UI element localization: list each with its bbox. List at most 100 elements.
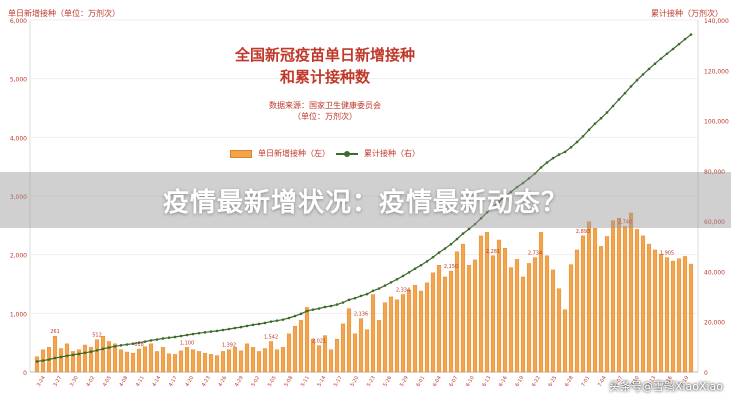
bar [202,353,208,373]
bar [448,270,454,373]
data-label: 2,150 [444,264,458,270]
cumulative-point [191,332,195,336]
cumulative-point [263,321,267,325]
cumulative-point [335,303,339,306]
x-tick-label: 5-14 [316,375,327,388]
bar [472,259,478,373]
bar [238,350,244,373]
bar [70,351,76,373]
cumulative-point [617,98,621,101]
right-tick-label: 0 [704,370,708,377]
data-label: 2,734 [528,251,542,257]
bar [658,253,664,373]
legend-item-daily: 单日新增接种（左） [258,149,330,158]
cumulative-point [587,128,591,132]
left-tick-label: 1,000 [10,311,27,318]
bar [400,294,406,373]
cumulative-point [443,247,447,250]
cumulative-point [383,284,387,287]
x-tick-label: 7-01 [580,375,591,388]
right-tick-label: 20,000 [704,320,725,327]
cumulative-point [407,271,411,274]
x-tick-label: 7-07 [613,375,624,388]
bar [268,341,274,373]
cumulative-point [395,277,399,281]
bar [262,348,268,373]
right-tick-label: 40,000 [704,269,725,276]
bar [460,243,466,373]
x-tick-label: 4-17 [168,375,179,388]
x-tick-label: 3-30 [69,375,80,388]
bar [616,218,622,373]
bar [232,347,238,373]
x-tick-label: 5-17 [333,375,344,388]
cumulative-point [119,344,123,347]
cumulative-point [491,206,495,209]
bar [100,336,106,373]
bar [532,257,538,373]
bar [604,236,610,373]
bar [682,256,688,373]
cumulative-point [89,350,93,354]
bar [118,349,124,373]
cumulative-point [521,181,525,185]
right-tick-label: 140,000 [704,18,729,25]
bar [172,354,178,373]
cumulative-point [461,232,465,235]
bar [640,235,646,373]
cumulative-point [551,156,555,160]
data-label: 2,136 [354,312,368,318]
cumulative-point [251,323,255,327]
bar [160,347,166,373]
x-tick-label: 3-27 [52,375,63,388]
cumulative-point [293,314,297,318]
cumulative-point [203,331,207,334]
left-tick-label: 0 [23,370,27,377]
cumulative-point [257,322,261,326]
bar [574,249,580,373]
bar [634,229,640,373]
right-tick-label: 80,000 [704,169,725,176]
bar [130,353,136,373]
cumulative-point [305,309,309,313]
cumulative-point [143,340,147,343]
bar [346,308,352,373]
cumulative-point [479,217,483,220]
bar [154,351,160,373]
cumulative-point [449,242,453,246]
cumulative-point [161,337,165,340]
bar [394,299,400,373]
right-tick-label: 60,000 [704,219,725,226]
data-labels: 261 512 618 1,100 1,392 1,542 2,021 2,136 2,334 2… [50,220,674,349]
bar [124,351,130,373]
x-tick-label: 6-13 [481,375,492,388]
headline-banner: 疫情最新增状况：疫情最新动态？ [0,172,731,228]
cumulative-point [569,146,573,149]
x-tick-label: 4-14 [151,375,162,388]
daily-bars [34,212,694,373]
bar [226,349,232,373]
bar [196,351,202,373]
cumulative-point [329,304,333,308]
bar [544,255,550,373]
cumulative-point [155,338,159,341]
chart-grid [29,19,699,373]
left-tick-label: 3,000 [10,194,27,201]
right-axis: 0 20,000 40,000 60,000 80,000 100,000 120,000 1… [704,18,729,377]
x-tick-label: 4-26 [217,375,228,388]
x-tick-label: 4-23 [201,375,212,388]
bar [178,350,184,373]
cumulative-point [509,190,513,194]
legend-line-swatch [336,150,358,157]
cumulative-point [221,328,225,332]
legend-item-cumulative: 累计接种（右） [364,149,420,158]
bar [106,341,112,373]
cumulative-point [113,345,117,348]
bar [556,288,562,373]
cumulative-point [671,47,675,51]
bar [550,269,556,373]
bar [292,326,298,373]
x-tick-label: 6-25 [547,375,558,388]
x-tick-label: 4-11 [135,375,146,388]
